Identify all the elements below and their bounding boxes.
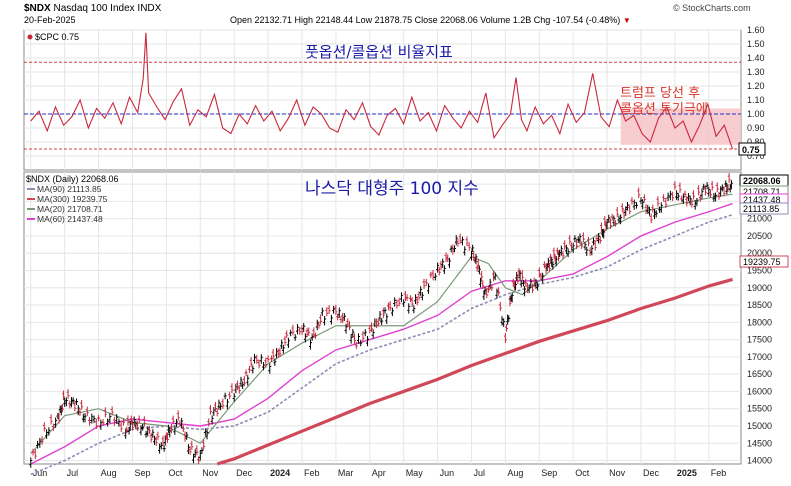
ma60-line xyxy=(30,202,733,465)
cpc-last-value-box xyxy=(738,142,766,156)
x-tick-label: Dec xyxy=(643,468,660,478)
ndx-y-tick-label: 18000 xyxy=(747,317,772,327)
right-value-label: 21708.71 xyxy=(743,187,781,197)
x-tick-label: Nov xyxy=(609,468,626,478)
cpc-annotation-line2: 콜옵션 투기극에 xyxy=(620,102,708,117)
x-tick-label: Jul xyxy=(473,468,485,478)
ohlc-text: Open 22132.71 High 22148.44 Low 21878.75… xyxy=(230,15,621,25)
cpc-series-line xyxy=(30,32,734,150)
x-tick-label: Sep xyxy=(541,468,557,478)
right-value-label: 21113.85 xyxy=(743,204,779,214)
ndx-y-tick-label: 21000 xyxy=(747,214,772,224)
x-tick-label: Jun xyxy=(440,468,455,478)
legend-entry: MA(300) 19239.75 xyxy=(37,194,108,204)
cpc-y-tick-label: 0.90 xyxy=(747,123,765,133)
cpc-y-tick-label: 1.20 xyxy=(747,81,765,91)
right-value-label: 19239.75 xyxy=(743,257,781,267)
x-tick-label: Nov xyxy=(202,468,219,478)
ma300-line xyxy=(216,277,733,466)
x-tick-label: May xyxy=(406,468,424,478)
cpc-y-tick-label: 1.00 xyxy=(747,109,765,119)
ndx-y-tick-label: 17500 xyxy=(747,335,772,345)
right-value-tag xyxy=(739,202,789,215)
ma20-line xyxy=(30,193,733,455)
ndx-title: $NDX (Daily) 22068.06 xyxy=(26,174,119,184)
cpc-y-tick-label: 1.10 xyxy=(747,95,765,105)
x-tick-label: Aug xyxy=(101,468,117,478)
ndx-annotation: 나스닥 대형주 100 지수 xyxy=(305,179,479,199)
cpc-y-tick-label: 0.70 xyxy=(747,151,765,161)
x-tick-label: Jun xyxy=(33,468,48,478)
ndx-panel-frame xyxy=(23,171,742,465)
x-tick-label: Oct xyxy=(168,468,183,478)
ndx-y-tick-label: 17000 xyxy=(747,352,772,362)
copyright-label: © StockCharts.com xyxy=(673,3,751,13)
chg-down-icon: ▼ xyxy=(622,16,631,25)
exchange-label: INDX xyxy=(137,3,162,14)
ndx-y-tick-label: 19000 xyxy=(747,283,772,293)
chart-date: 20-Feb-2025 xyxy=(24,15,76,25)
legend-entry: MA(90) 21113.85 xyxy=(37,184,102,194)
x-tick-label: Mar xyxy=(338,468,354,478)
ma90-line xyxy=(30,213,733,476)
right-value-tag xyxy=(739,255,789,268)
price-bars xyxy=(29,173,733,468)
ohlc-readout: Open 22132.71 High 22148.44 Low 21878.75… xyxy=(230,15,631,25)
ndx-y-tick-label: 15000 xyxy=(747,421,772,431)
ndx-y-tick-label: 16500 xyxy=(747,369,772,379)
cpc-y-tick-label: 0.80 xyxy=(747,137,765,147)
cpc-y-tick-label: 1.50 xyxy=(747,39,765,49)
x-tick-label: Feb xyxy=(304,468,320,478)
legend-entry: MA(20) 21708.71 xyxy=(37,204,103,214)
ndx-y-tick-label: 19500 xyxy=(747,265,772,275)
ndx-y-tick-label: 18500 xyxy=(747,300,772,310)
legend-entry: MA(60) 21437.48 xyxy=(37,214,103,224)
index-name: Nasdaq 100 Index xyxy=(53,3,135,14)
cpc-y-tick-label: 1.30 xyxy=(747,67,765,77)
x-tick-label: Sep xyxy=(134,468,150,478)
cpc-annotation-line1: 트럼프 당선 후 xyxy=(620,86,700,101)
ndx-y-tick-label: 14000 xyxy=(747,456,772,466)
ndx-y-tick-label: 14500 xyxy=(747,438,772,448)
cpc-title: $CPC 0.75 xyxy=(35,32,79,42)
ndx-y-tick-label: 20500 xyxy=(747,231,772,241)
cpc-legend-swatch xyxy=(27,34,33,40)
right-value-label: 21437.48 xyxy=(743,195,781,205)
x-tick-label: Aug xyxy=(507,468,523,478)
x-tick-label: Jul xyxy=(67,468,79,478)
cpc-last-value: 0.75 xyxy=(742,145,760,155)
cpc-y-tick-label: 1.40 xyxy=(747,53,765,63)
right-value-label: 22068.06 xyxy=(743,176,781,186)
x-tick-label: Dec xyxy=(236,468,253,478)
ndx-y-tick-label: 20000 xyxy=(747,248,772,258)
symbol-label: $NDX xyxy=(24,3,51,14)
ndx-y-tick-label: 15500 xyxy=(747,404,772,414)
ndx-y-tick-label: 16000 xyxy=(747,386,772,396)
x-tick-label: Apr xyxy=(372,468,386,478)
chart-header-symbol-line: $NDX Nasdaq 100 Index INDX xyxy=(24,3,161,14)
x-tick-label: Oct xyxy=(575,468,590,478)
x-tick-label: Feb xyxy=(711,468,727,478)
cpc-annotation: 풋옵션/콜옵션 비율지표 xyxy=(305,43,453,61)
cpc-y-tick-label: 1.60 xyxy=(747,25,765,35)
x-tick-label: 2024 xyxy=(270,468,290,478)
x-tick-label: 2025 xyxy=(677,468,697,478)
